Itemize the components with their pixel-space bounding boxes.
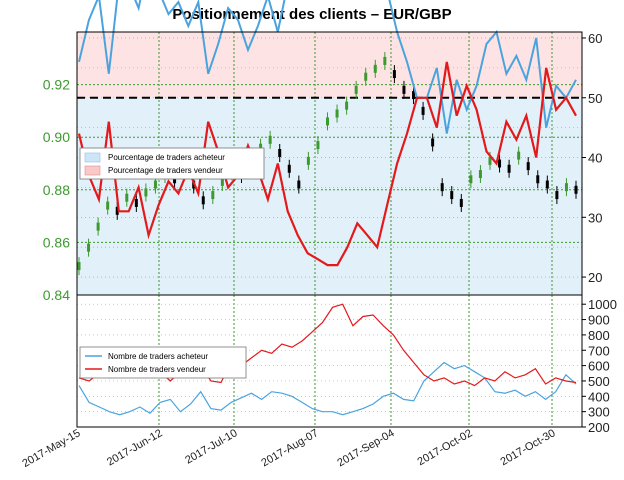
price-bar	[220, 177, 224, 186]
price-bar	[354, 85, 358, 94]
price-bar	[87, 243, 91, 252]
date-label: 2017-Jun-12	[105, 427, 165, 468]
legend-swatch	[84, 152, 101, 163]
right-tick-label-bottom: 200	[588, 420, 610, 435]
right-tick-label-top: 60	[588, 31, 602, 46]
price-bar	[421, 106, 425, 115]
top-panel-lines	[77, 0, 577, 267]
price-bar	[345, 101, 349, 110]
date-label: 2017-Oct-30	[499, 427, 558, 468]
right-axis-top-labels: 20 30 40 50 60	[582, 31, 602, 285]
right-tick-label-top: 50	[588, 91, 602, 106]
right-tick-label-top: 20	[588, 270, 602, 285]
price-bar	[507, 164, 511, 173]
acheteur-count-line	[78, 361, 577, 416]
price-bar	[335, 109, 339, 118]
date-label: 2017-Jul-10	[183, 427, 239, 466]
price-bar	[134, 198, 138, 207]
legend-box	[79, 147, 265, 180]
right-tick-label-bottom: 400	[588, 389, 610, 404]
right-tick-label-bottom: 700	[588, 343, 610, 358]
price-bar	[268, 135, 272, 144]
price-bar	[392, 70, 396, 79]
price-bar	[373, 64, 377, 73]
price-bar	[287, 164, 291, 173]
price-bar	[478, 170, 482, 179]
price-bar	[440, 183, 444, 192]
left-tick-label: 0.86	[43, 234, 70, 250]
left-tick-label: 0.88	[43, 182, 70, 198]
left-tick-label: 0.92	[43, 77, 70, 93]
price-bar	[564, 183, 568, 192]
price-bar	[574, 185, 578, 194]
price-bar	[153, 180, 157, 189]
date-label: 2017-Aug-07	[259, 427, 320, 469]
right-tick-label-top: 40	[588, 151, 602, 166]
price-bar	[144, 188, 148, 197]
price-bar	[125, 193, 129, 202]
price-bar	[536, 175, 540, 184]
price-bar	[326, 117, 329, 126]
price-bar	[526, 162, 530, 171]
price-bar	[431, 138, 435, 147]
price-bar	[201, 196, 205, 205]
right-tick-label-bottom: 500	[588, 374, 610, 389]
chart-title: Positionnement des clients – EUR/GBP	[172, 6, 452, 23]
price-bar	[545, 180, 549, 189]
price-bar	[115, 206, 119, 215]
left-axis-labels: 0.84 0.86 0.88 0.90 0.92	[43, 77, 70, 303]
left-tick-label: 0.84	[43, 287, 70, 303]
price-bar	[211, 191, 215, 200]
legend-label: Nombre de traders acheteur	[108, 352, 208, 361]
right-tick-label-bottom: 600	[588, 359, 610, 374]
price-bar	[498, 159, 502, 168]
price-bar	[459, 198, 463, 207]
right-tick-label-bottom: 800	[588, 328, 610, 343]
x-axis-date-labels: 2017-May-15 2017-Jun-12 2017-Jul-10 2017-Au…	[20, 427, 557, 470]
price-bar	[450, 191, 454, 200]
price-bar	[555, 191, 559, 200]
right-tick-label-top: 30	[588, 210, 602, 225]
right-tick-label-bottom: 900	[588, 313, 610, 328]
legend-bottom: Nombre de traders acheteur Nombre de trad…	[79, 346, 247, 379]
price-bar	[316, 141, 320, 150]
price-bar	[278, 148, 282, 157]
price-bar	[412, 91, 416, 100]
legend-label: Pourcentage de traders vendeur	[108, 166, 223, 175]
price-bar	[517, 151, 521, 160]
price-bar	[106, 201, 110, 210]
vendeur-zone	[77, 32, 582, 98]
date-label: 2017-Sep-04	[335, 427, 396, 469]
legend-label: Pourcentage de traders acheteur	[108, 153, 225, 162]
legend-swatch	[84, 165, 101, 176]
date-label: 2017-Oct-02	[416, 427, 475, 468]
bottom-panel-frame	[76, 294, 583, 428]
price-bar	[383, 56, 387, 65]
legend-box	[79, 346, 247, 379]
right-tick-label-bottom: 300	[588, 405, 610, 420]
legend-top: Pourcentage de traders acheteur Pourcenta…	[79, 147, 265, 180]
price-bar	[469, 175, 473, 184]
price-bar	[402, 85, 406, 94]
left-tick-label: 0.90	[43, 129, 70, 145]
date-label: 2017-May-15	[20, 427, 82, 470]
price-bar	[488, 156, 492, 165]
panel-frames	[76, 31, 583, 428]
price-bar	[297, 180, 301, 189]
right-tick-label-bottom: 1000	[588, 297, 617, 312]
legend-label: Nombre de traders vendeur	[108, 365, 206, 374]
acheteur-pct-line	[78, 0, 577, 134]
price-bar	[96, 222, 100, 231]
price-bar	[77, 262, 81, 271]
price-bar	[306, 156, 310, 165]
vendeur-pct-line	[77, 61, 577, 267]
price-bar	[364, 72, 368, 81]
